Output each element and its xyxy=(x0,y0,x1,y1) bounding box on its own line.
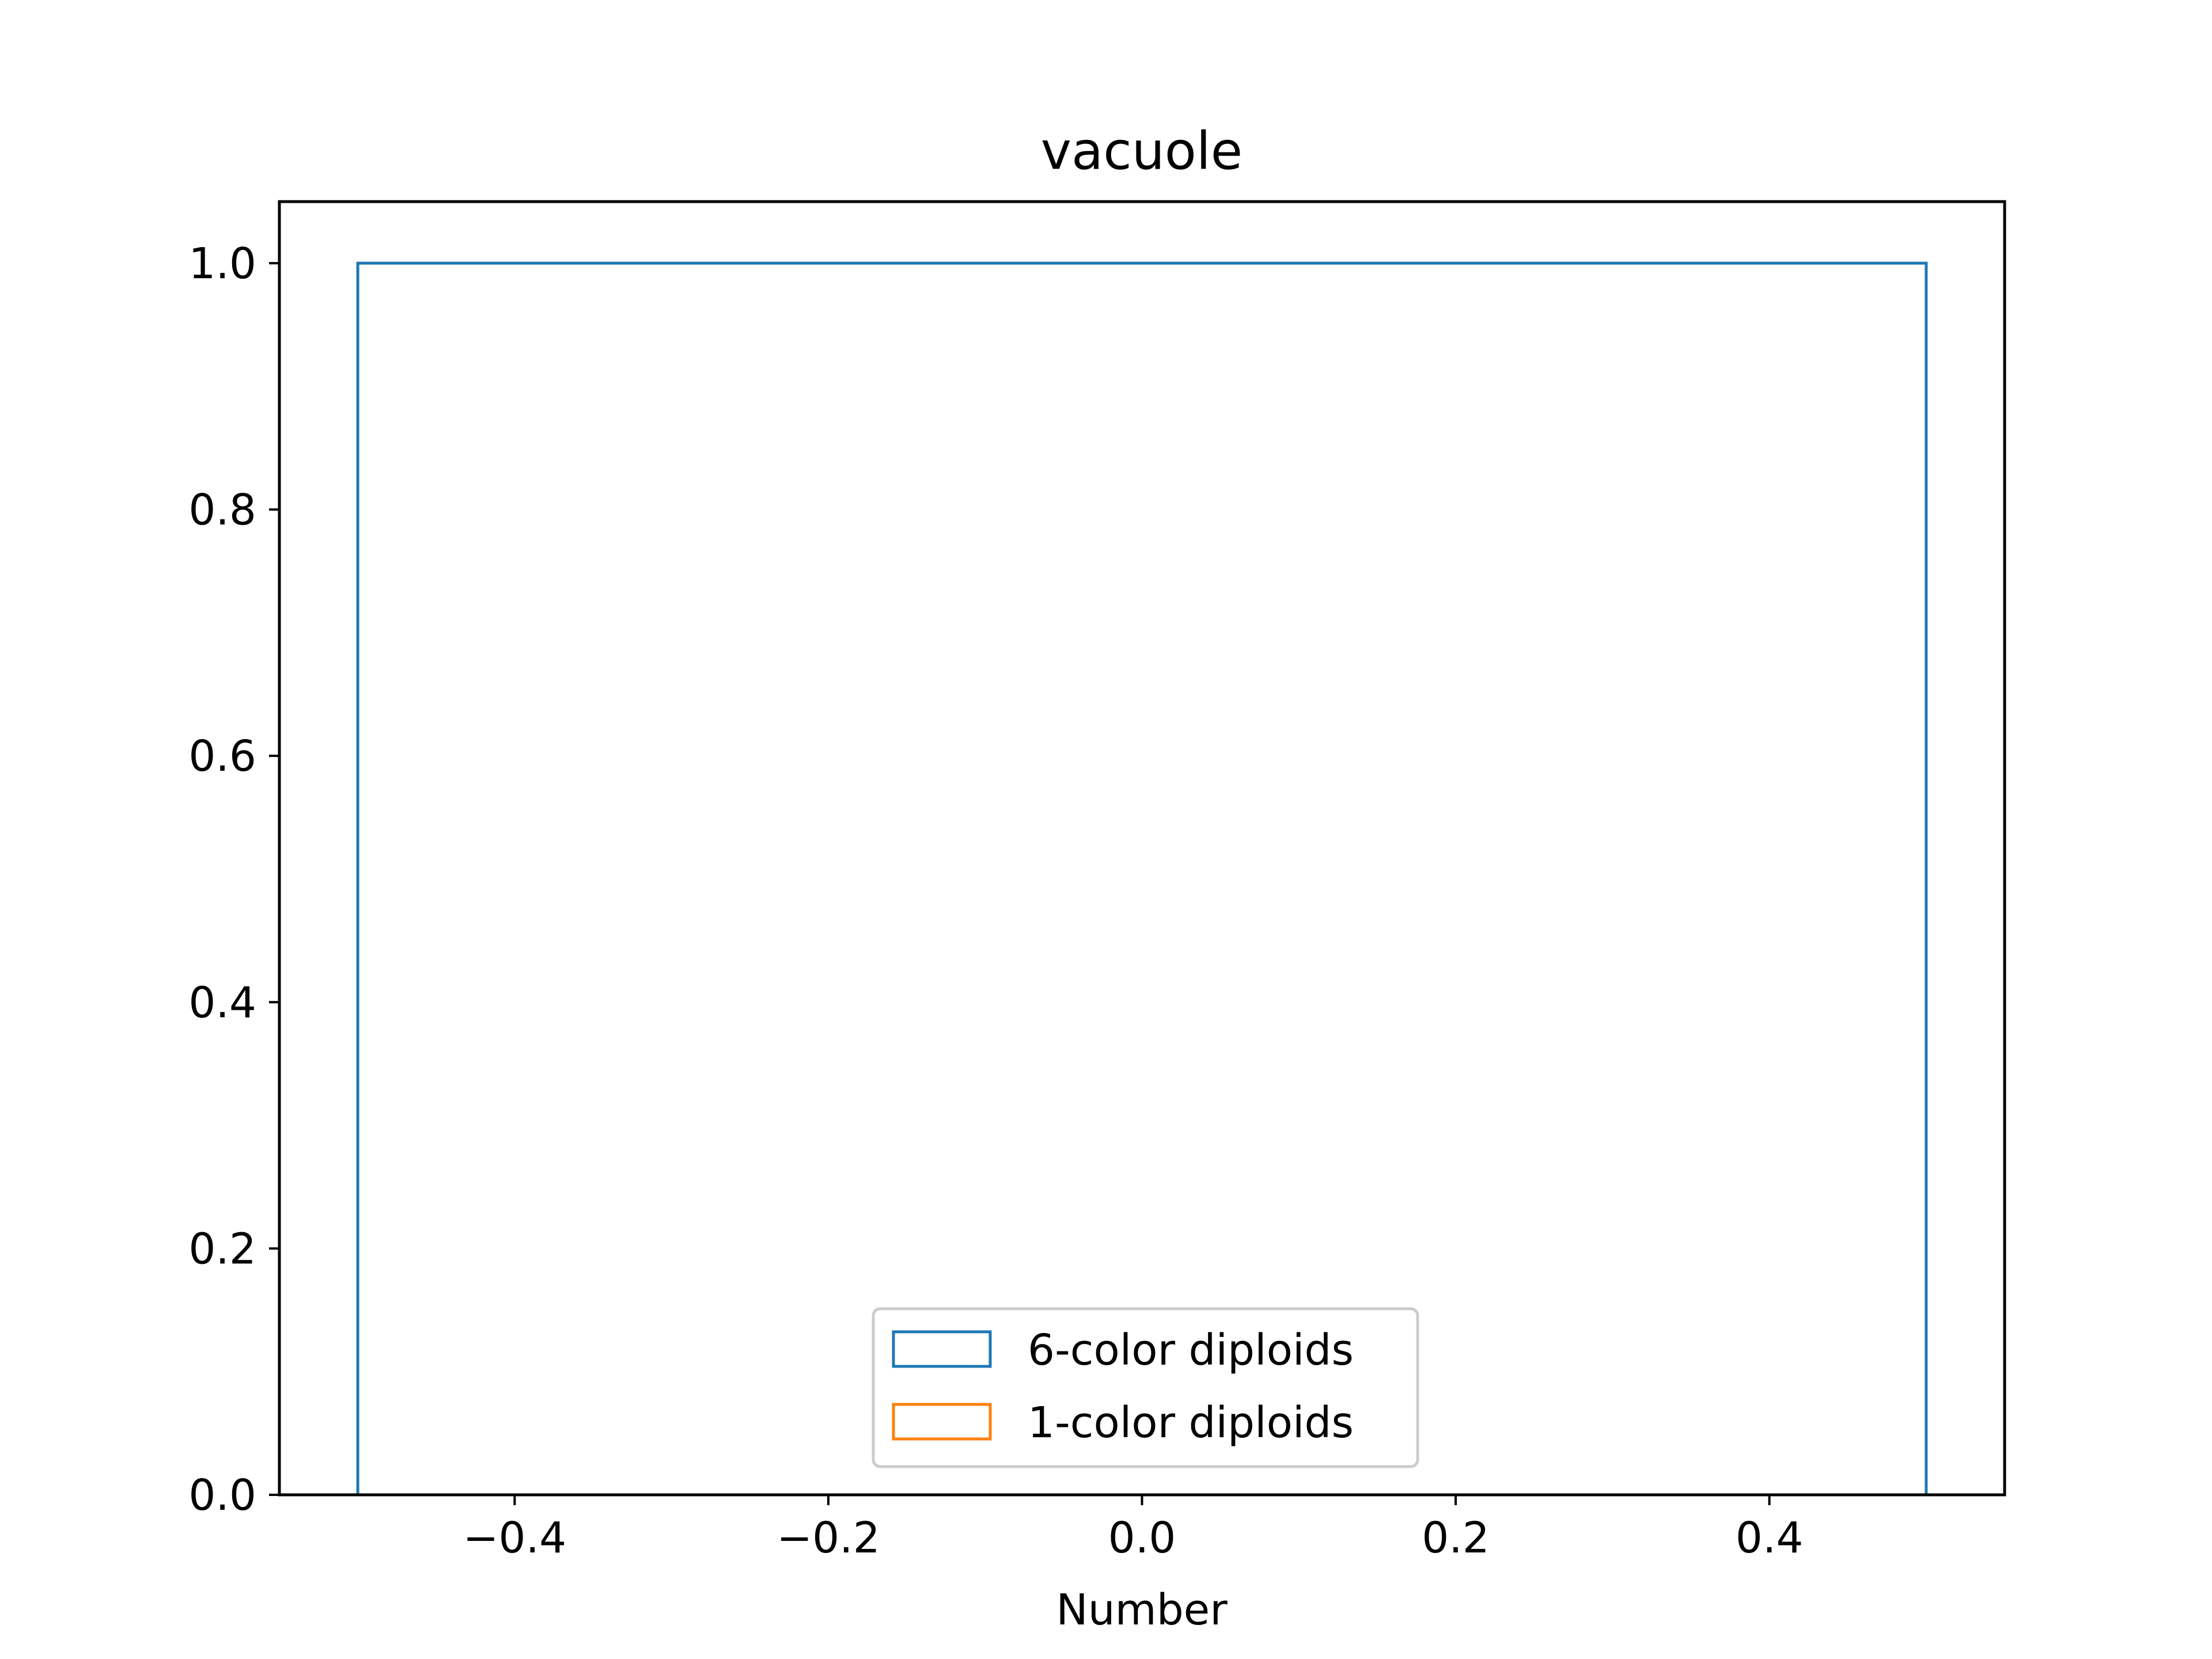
chart-title: vacuole xyxy=(1041,121,1243,181)
hist-step-series-0-bin-0 xyxy=(356,262,1928,1495)
legend-swatch-1 xyxy=(892,1403,992,1441)
y-tick-label: 0.0 xyxy=(188,1471,256,1520)
x-tick-label: 0.2 xyxy=(1422,1513,1490,1563)
legend-label-1: 1-color diploids xyxy=(1028,1398,1354,1448)
plot-area xyxy=(356,262,1928,1495)
legend-swatch-0 xyxy=(892,1330,992,1368)
x-tick-label: 0.0 xyxy=(1108,1513,1176,1563)
y-tick-label: 1.0 xyxy=(188,239,256,289)
legend-box xyxy=(872,1307,1419,1468)
y-tick-label: 0.6 xyxy=(188,732,256,781)
x-axis: −0.4 −0.2 0.0 0.2 0.4 xyxy=(463,1495,1804,1563)
y-axis: 0.0 0.2 0.4 0.6 0.8 1.0 xyxy=(188,239,279,1520)
y-tick-label: 0.2 xyxy=(188,1224,256,1274)
x-axis-label: Number xyxy=(1056,1585,1228,1635)
legend-label-0: 6-color diploids xyxy=(1028,1325,1354,1375)
y-tick-label: 0.8 xyxy=(188,486,256,535)
legend: 6-color diploids 1-color diploids xyxy=(872,1307,1419,1468)
x-tick-label: 0.4 xyxy=(1736,1513,1804,1563)
x-tick-label: −0.4 xyxy=(463,1513,567,1563)
y-tick-label: 0.4 xyxy=(188,978,256,1028)
x-tick-label: −0.2 xyxy=(777,1513,880,1563)
